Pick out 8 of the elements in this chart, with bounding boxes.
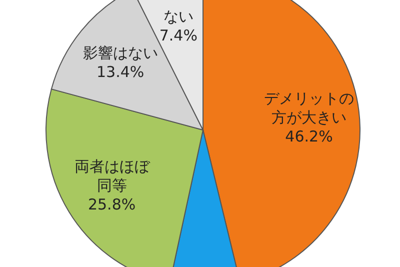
data-label: 25.8%	[88, 195, 136, 214]
slice-label: 影響はない	[82, 44, 158, 62]
data-label: 7.4%	[159, 26, 198, 45]
slice-label: 両者はほぼ同等	[74, 157, 150, 194]
data-label: 13.4%	[96, 62, 144, 81]
slice-label: デメリットの方が大きい	[264, 89, 354, 126]
slice-label: ない	[163, 8, 194, 26]
data-label: 46.2%	[285, 127, 333, 146]
